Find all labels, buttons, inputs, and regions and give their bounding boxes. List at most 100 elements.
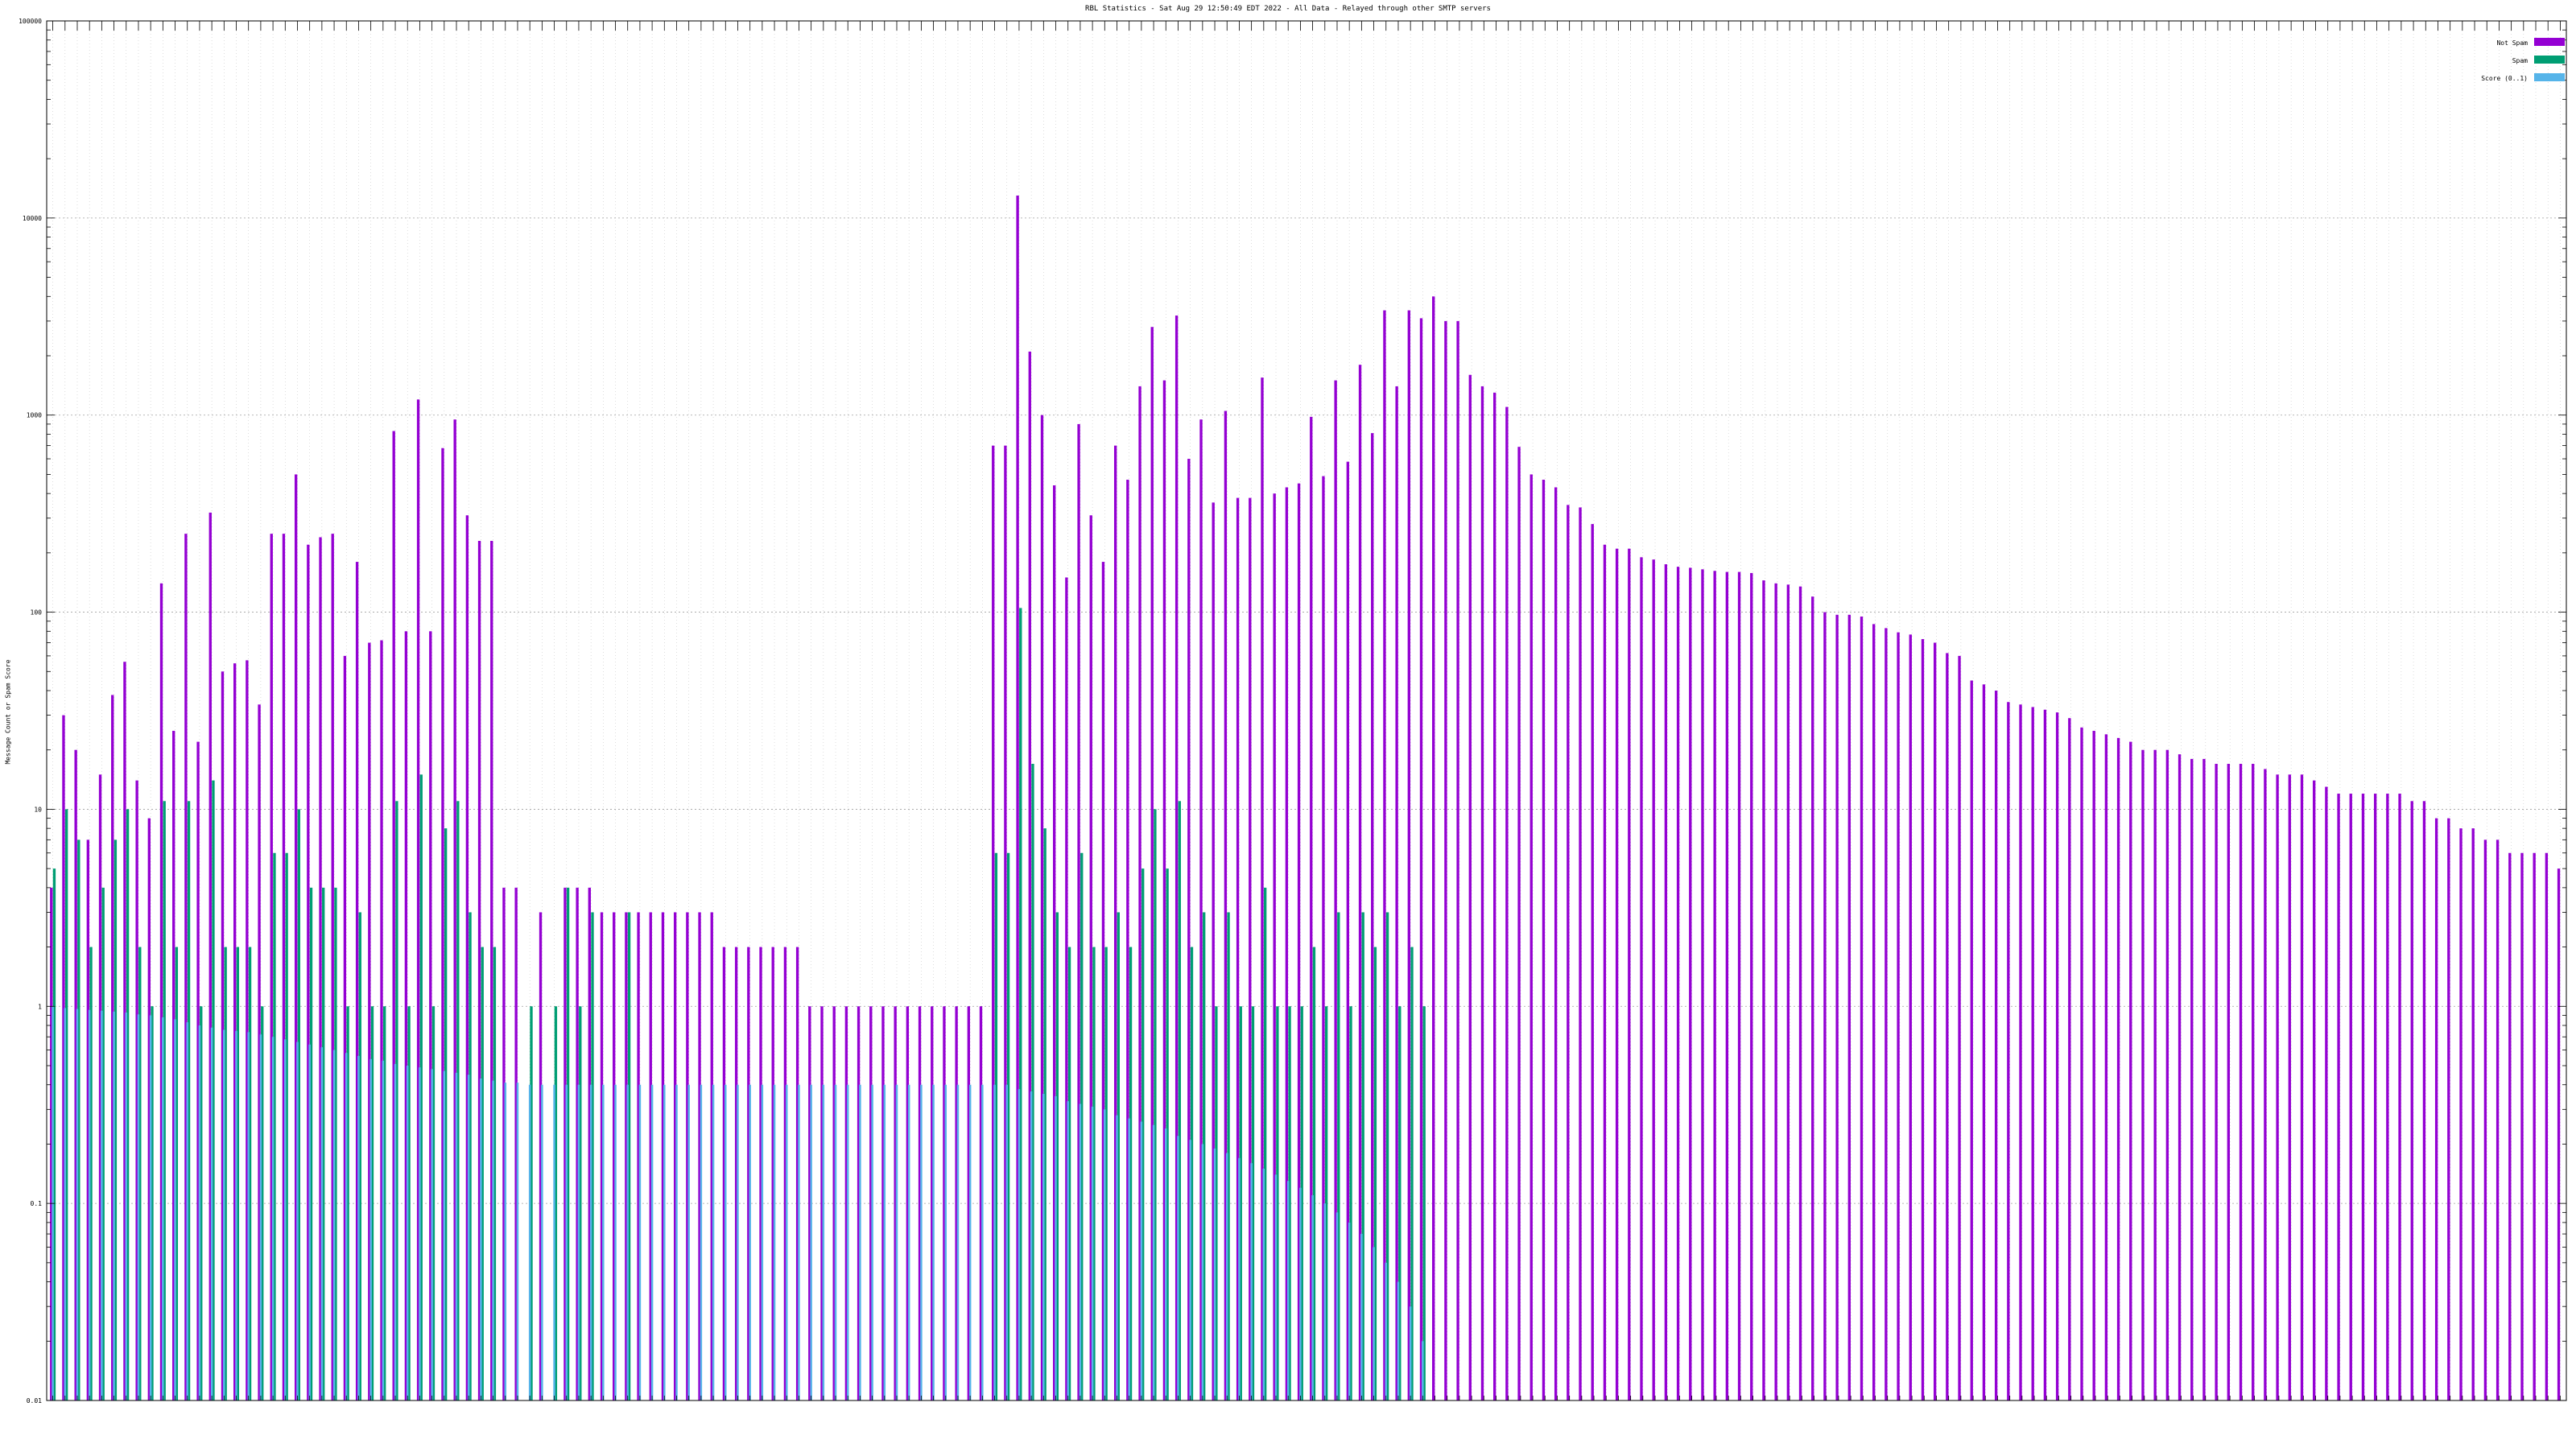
bar-spam <box>1006 852 1010 1400</box>
legend-swatch <box>2534 73 2565 81</box>
bar-not-spam <box>2080 727 2083 1400</box>
bar-not-spam <box>1224 410 1228 1401</box>
bar-score-0-1 <box>247 1032 250 1400</box>
bar-spam <box>456 801 460 1400</box>
bar-not-spam <box>2165 749 2169 1400</box>
bar-not-spam <box>1346 461 1350 1400</box>
bar-score-0-1 <box>443 1070 446 1400</box>
bar-not-spam <box>2252 764 2255 1400</box>
bar-not-spam <box>1126 480 1129 1401</box>
bar-score-0-1 <box>712 1084 715 1400</box>
bar-spam <box>1166 868 1169 1400</box>
legend-label: Not Spam <box>2496 39 2528 47</box>
bar-spam <box>273 852 276 1400</box>
bar-not-spam <box>233 663 237 1400</box>
bar-score-0-1 <box>1018 1089 1021 1400</box>
bar-not-spam <box>2276 774 2279 1400</box>
bar-not-spam <box>1040 415 1044 1400</box>
bar-score-0-1 <box>125 1013 128 1400</box>
bar-not-spam <box>2410 801 2413 1400</box>
bar-not-spam <box>2055 712 2059 1400</box>
bar-not-spam <box>1322 476 1325 1400</box>
bar-spam <box>346 1006 349 1400</box>
bar-spam <box>1300 1006 1303 1400</box>
bar-score-0-1 <box>541 1084 543 1400</box>
bar-not-spam <box>1835 614 1839 1400</box>
bar-score-0-1 <box>1067 1101 1069 1400</box>
bar-spam <box>1288 1006 1291 1400</box>
bar-spam <box>419 774 423 1400</box>
bar-not-spam <box>1358 365 1362 1400</box>
bar-score-0-1 <box>1286 1181 1290 1400</box>
bar-not-spam <box>979 1006 983 1400</box>
bar-not-spam <box>2019 704 2022 1400</box>
bar-not-spam <box>1187 459 1191 1400</box>
bar-not-spam <box>2398 794 2401 1400</box>
bar-score-0-1 <box>431 1069 433 1400</box>
bar-not-spam <box>2325 786 2328 1400</box>
legend: Not Spam Spam Score (0..1) <box>2481 38 2565 82</box>
bar-not-spam <box>1823 612 1827 1400</box>
bar-score-0-1 <box>687 1084 690 1400</box>
bar-spam <box>1154 809 1157 1400</box>
bar-spam <box>151 1006 154 1400</box>
bar-not-spam <box>795 947 799 1400</box>
bar-spam <box>52 868 56 1400</box>
bar-score-0-1 <box>993 1084 996 1400</box>
bar-score-0-1 <box>1189 1140 1191 1400</box>
bar-score-0-1 <box>1311 1195 1314 1400</box>
bar-spam <box>236 947 240 1400</box>
bar-not-spam <box>98 774 102 1400</box>
bar-score-0-1 <box>88 1009 91 1400</box>
bar-not-spam <box>2422 801 2426 1400</box>
bar-not-spam <box>2239 764 2243 1400</box>
bar-score-0-1 <box>76 1009 79 1400</box>
bar-score-0-1 <box>308 1044 311 1400</box>
bar-not-spam <box>514 887 518 1400</box>
bar-not-spam <box>1970 680 1973 1400</box>
bar-spam <box>431 1006 436 1400</box>
bar-score-0-1 <box>1152 1124 1155 1400</box>
legend-swatch <box>2534 38 2565 46</box>
bar-not-spam <box>172 730 175 1400</box>
bar-not-spam <box>759 947 762 1400</box>
bar-not-spam <box>1480 386 1484 1400</box>
bar-spam <box>1227 912 1230 1400</box>
bar-not-spam <box>1492 392 1496 1400</box>
bar-not-spam <box>2068 718 2071 1400</box>
bar-score-0-1 <box>1213 1148 1216 1400</box>
bar-not-spam <box>2496 839 2500 1400</box>
bar-not-spam <box>2386 794 2389 1400</box>
bar-not-spam <box>1395 386 1398 1400</box>
bar-not-spam <box>1762 580 1765 1400</box>
bar-not-spam <box>1798 586 1802 1400</box>
bar-spam <box>1190 947 1194 1400</box>
bar-not-spam <box>2178 754 2182 1400</box>
bar-spam <box>1104 947 1108 1400</box>
bar-not-spam <box>600 912 604 1400</box>
bar-score-0-1 <box>284 1039 287 1400</box>
bar-spam <box>1373 947 1377 1400</box>
bar-not-spam <box>2447 818 2450 1400</box>
bar-not-spam <box>869 1006 873 1400</box>
bar-score-0-1 <box>64 1008 67 1400</box>
bar-spam <box>138 947 142 1400</box>
bar-spam <box>187 801 191 1400</box>
bar-spam <box>1398 1006 1402 1400</box>
bar-not-spam <box>1921 639 1925 1400</box>
y-tick-label: 1 <box>38 1003 42 1010</box>
bar-score-0-1 <box>504 1083 507 1400</box>
bar-spam <box>627 912 631 1400</box>
bar-not-spam <box>1517 447 1521 1400</box>
bar-not-spam <box>1371 433 1374 1401</box>
bar-not-spam <box>2434 818 2438 1400</box>
bar-not-spam <box>1701 569 1704 1401</box>
bar-spam <box>530 1006 533 1400</box>
legend-swatch <box>2534 56 2565 64</box>
bar-not-spam <box>943 1006 946 1400</box>
bar-score-0-1 <box>516 1083 519 1400</box>
bar-not-spam <box>1053 485 1056 1400</box>
bar-score-0-1 <box>174 1019 176 1400</box>
bar-score-0-1 <box>810 1084 812 1400</box>
